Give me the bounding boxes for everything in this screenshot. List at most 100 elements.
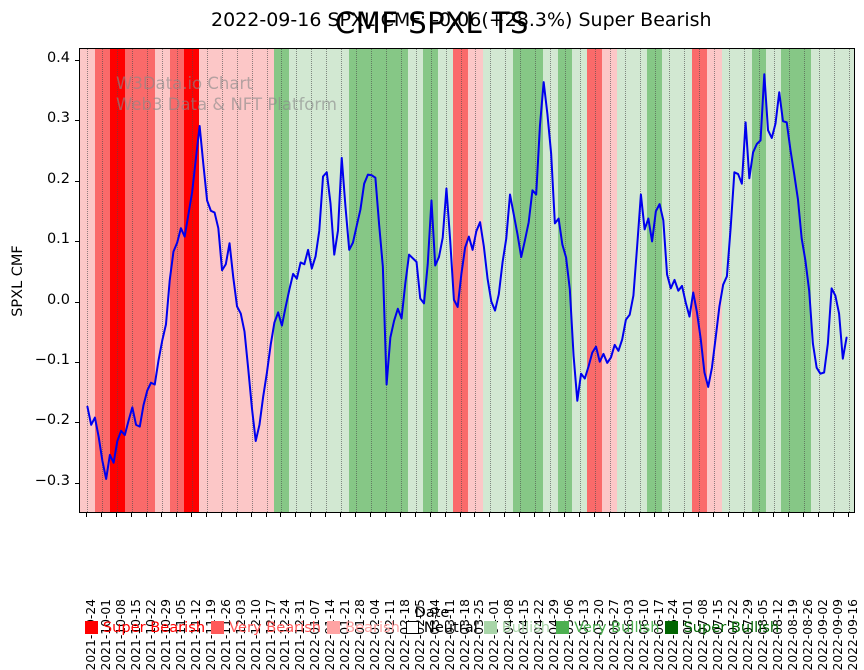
x-axis-tick-mark — [743, 513, 745, 517]
legend-swatch-icon — [211, 621, 225, 634]
y-axis-tick-mark — [75, 241, 79, 243]
x-axis-tick-mark — [414, 513, 416, 517]
gridline — [162, 49, 164, 512]
x-axis-tick-mark — [310, 513, 312, 517]
x-axis-tick-mark — [325, 513, 327, 517]
zone-band-bearish — [602, 49, 618, 512]
x-axis-tick-mark — [593, 513, 595, 517]
gridline — [714, 49, 716, 512]
gridline — [87, 49, 89, 512]
y-axis-tick-label: −0.3 — [34, 472, 70, 489]
gridline — [565, 49, 566, 512]
gridline — [400, 49, 402, 512]
y-axis-tick-mark — [75, 422, 79, 424]
zone-band-bullish — [408, 49, 424, 512]
gridline — [356, 49, 358, 512]
gridline — [759, 49, 760, 512]
legend-label: Very Bullish — [574, 619, 660, 636]
x-axis-tick-mark — [519, 513, 521, 517]
gridline — [684, 49, 686, 512]
x-axis-tick-mark — [146, 513, 148, 517]
x-axis-tick-mark — [86, 513, 88, 517]
zone-band-bullish — [617, 49, 648, 512]
y-axis-tick-label: 0.0 — [46, 291, 70, 308]
y-axis-tick-label: 0.1 — [46, 231, 70, 248]
legend-label: Very Bearish — [229, 619, 322, 636]
y-axis-tick-mark — [75, 120, 79, 122]
x-axis-tick-mark — [623, 513, 625, 517]
gridline — [102, 49, 104, 512]
legend-item-bearish[interactable]: Bearish — [327, 619, 400, 636]
x-axis-tick-mark — [817, 513, 819, 517]
x-axis-tick-mark — [429, 513, 431, 517]
legend: Super Bearish Very Bearish Bearish Neutral B… — [0, 619, 864, 636]
legend-label: Neutral — [423, 619, 478, 636]
x-axis-tick-mark — [608, 513, 610, 517]
gridline — [505, 49, 507, 512]
x-axis-tick-mark — [220, 513, 222, 517]
gridline — [654, 49, 656, 512]
legend-label: Super Bullish — [683, 619, 780, 636]
x-axis-tick-mark — [549, 513, 551, 517]
gridline — [639, 49, 641, 512]
x-axis-tick-mark — [638, 513, 640, 517]
legend-swatch-icon — [327, 621, 341, 634]
zone-band-very-bearish — [587, 49, 603, 512]
x-axis-tick-mark — [504, 513, 506, 517]
x-axis-tick-mark — [101, 513, 103, 517]
legend-swatch-icon — [483, 621, 497, 634]
gridline — [191, 49, 193, 512]
x-axis-tick-mark — [176, 513, 177, 517]
x-axis-tick-mark — [131, 513, 133, 517]
legend-swatch-icon — [556, 621, 570, 634]
legend-item-bullish[interactable]: Bullish — [483, 619, 550, 636]
zone-band-bullish — [288, 49, 349, 512]
x-axis-ticks: 2021-09-24 2021-10-01 2021-10-08 2021-10-15… — [79, 513, 860, 670]
zone-band-bearish — [199, 49, 274, 512]
y-axis-tick-mark — [75, 180, 79, 182]
legend-swatch-icon — [405, 621, 419, 634]
x-axis-tick-mark — [280, 513, 282, 517]
gridline — [177, 49, 178, 512]
x-axis-tick-mark — [564, 513, 565, 517]
gridline — [326, 49, 328, 512]
x-axis-tick-mark — [444, 513, 446, 517]
gridline — [206, 49, 208, 512]
legend-item-very-bearish[interactable]: Very Bearish — [211, 619, 321, 636]
zone-band-very-bearish — [124, 49, 155, 512]
zone-band-very-bullish — [557, 49, 573, 512]
zone-band-very-bullish — [423, 49, 439, 512]
gridline — [266, 49, 268, 512]
x-axis-tick-mark — [802, 513, 804, 517]
legend-swatch-icon — [665, 621, 679, 634]
gridline — [535, 49, 537, 512]
y-axis-tick-mark — [75, 362, 79, 364]
legend-item-very-bullish[interactable]: Very Bullish — [556, 619, 659, 636]
zone-band-very-bullish — [348, 49, 409, 512]
latest-value-annotation: 2022-09-16 SPXL CMF: -0.06(+28.3%) Super… — [211, 9, 712, 31]
gridline — [251, 49, 253, 512]
zone-band-bullish — [438, 49, 454, 512]
gridline — [147, 49, 149, 512]
gridline — [296, 49, 298, 512]
y-axis-tick-label: 0.4 — [46, 50, 70, 67]
gridline — [699, 49, 701, 512]
gridline — [490, 49, 492, 512]
gridline — [848, 49, 850, 512]
legend-item-super-bearish[interactable]: Super Bearish — [84, 619, 205, 636]
x-axis-tick-mark — [653, 513, 655, 517]
zone-band-bullish — [811, 49, 854, 512]
x-axis-tick-mark — [683, 513, 685, 517]
x-axis-tick-mark — [265, 513, 267, 517]
x-axis-tick-mark — [728, 513, 730, 517]
gridline — [609, 49, 611, 512]
legend-item-super-bullish[interactable]: Super Bullish — [665, 619, 779, 636]
x-axis-tick-mark — [534, 513, 536, 517]
x-axis-tick-mark — [698, 513, 700, 517]
legend-item-neutral[interactable]: Neutral — [405, 619, 478, 636]
x-axis-tick-mark — [787, 513, 789, 517]
zone-band-bullish — [766, 49, 782, 512]
y-axis-tick-label: −0.1 — [34, 352, 70, 369]
gridline — [430, 49, 432, 512]
y-axis-tick-label: 0.3 — [46, 110, 70, 127]
